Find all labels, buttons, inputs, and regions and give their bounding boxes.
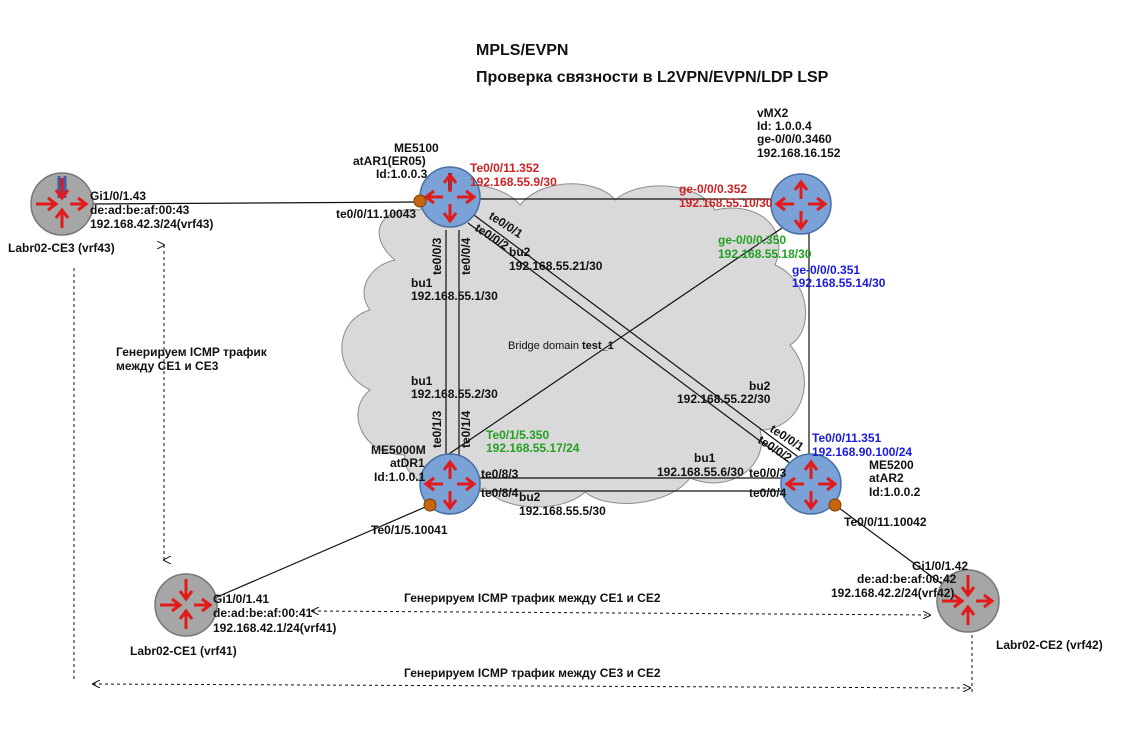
router-atar2-icon[interactable] xyxy=(780,453,842,515)
dr1-te14: te0/1/4 xyxy=(459,410,473,448)
ar1-red-if: Te0/0/11.352 xyxy=(470,161,539,175)
atar2-id: Id:1.0.0.2 xyxy=(869,485,921,499)
note-ce1-ce2: Генерируем ICMP трафик между CE1 и CE2 xyxy=(404,591,661,605)
ar1-te04: te0/0/4 xyxy=(459,237,473,275)
vmx-green-if: ge-0/0/0.350 xyxy=(718,233,786,247)
atar2-model: ME5200 xyxy=(869,458,914,472)
vmx2-model: vMX2 xyxy=(757,106,789,120)
ce1-if: Gi1/0/1.41 xyxy=(213,592,269,606)
ce2-router-icon[interactable] xyxy=(936,569,1000,633)
traffic-indicators xyxy=(73,245,973,695)
ce2-if: Gi1/0/1.42 xyxy=(912,559,968,573)
vmx-blue-ip: 192.168.55.14/30 xyxy=(792,276,886,290)
atar1-name: atAR1(ER05) xyxy=(353,154,426,168)
atar2-name: atAR2 xyxy=(869,471,904,485)
ar1-red-ip: 192.168.55.9/30 xyxy=(470,175,557,189)
bu2-bottom-ip: 192.168.55.5/30 xyxy=(519,504,606,518)
ce3-router-icon[interactable] xyxy=(30,172,94,236)
port-dot-icon xyxy=(828,498,842,512)
vmx2-id: Id: 1.0.0.4 xyxy=(757,119,812,133)
router-atar1-icon[interactable] xyxy=(419,166,481,228)
bu2-right: bu2 xyxy=(749,379,771,393)
ar2-blue-if: Te0/0/11.351 xyxy=(812,431,881,445)
bridge-domain-cloud xyxy=(341,183,806,508)
dr1-te-sub: Te0/1/5.10041 xyxy=(371,523,448,537)
bu1-top-ip: 192.168.55.1/30 xyxy=(411,289,498,303)
port-dot-icon xyxy=(413,194,427,208)
router-atdr1-icon[interactable] xyxy=(419,453,481,515)
port-dot-icon xyxy=(423,498,437,512)
bu2-bottom: bu2 xyxy=(519,490,541,504)
vmx-green-ip: 192.168.55.18/30 xyxy=(718,247,812,261)
title-line2: Проверка связности в L2VPN/EVPN/LDP LSP xyxy=(476,69,829,86)
ar1-te-sub: te0/0/11.10043 xyxy=(336,207,416,221)
ce1-name: Labr02-CE1 (vrf41) xyxy=(130,644,237,658)
title-line1: MPLS/EVPN xyxy=(476,42,568,59)
dr1-te13: te0/1/3 xyxy=(430,410,444,448)
bu2-top: bu2 xyxy=(509,245,531,259)
ce2-name: Labr02-CE2 (vrf42) xyxy=(996,638,1103,652)
ce1-router-icon[interactable] xyxy=(154,573,218,637)
atar1-id: Id:1.0.0.3 xyxy=(376,167,428,181)
vmx2-if: ge-0/0/0.3460 xyxy=(757,132,832,146)
dr1-green-ip: 192.168.55.17/24 xyxy=(486,441,580,455)
atar1-model: ME5100 xyxy=(394,141,439,155)
ce1-ip: 192.168.42.1/24(vrf41) xyxy=(213,621,336,635)
bu1-right: bu1 xyxy=(694,451,716,465)
vmx-red-ip: 192.168.55.10/30 xyxy=(679,196,773,210)
ce3-name: Labr02-CE3 (vrf43) xyxy=(8,241,115,255)
ce2-mac: de:ad:be:af:00:42 xyxy=(857,572,957,586)
bu1-mid: bu1 xyxy=(411,374,433,388)
ar2-te-sub: Te0/0/11.10042 xyxy=(844,515,927,529)
ar1-te03: te0/0/3 xyxy=(430,237,444,275)
cloud-label: Bridge domain test_1 xyxy=(508,340,614,352)
links xyxy=(89,198,951,601)
vmx-blue-if: ge-0/0/0.351 xyxy=(792,263,860,277)
vmx2-ip: 192.168.16.152 xyxy=(757,146,841,160)
note-ce1-ce3-line2: между CE1 и CE3 xyxy=(116,359,219,373)
ar2-blue-ip: 192.168.90.100/24 xyxy=(812,445,912,459)
bu1-top: bu1 xyxy=(411,276,433,290)
dr1-te84: te0/8/4 xyxy=(481,486,519,500)
ce1-mac: de:ad:be:af:00:41 xyxy=(213,606,313,620)
router-vmx2-icon[interactable] xyxy=(770,173,832,235)
vmx-red-if: ge-0/0/0.352 xyxy=(679,182,747,196)
dr1-te83: te0/8/3 xyxy=(481,467,519,481)
atdr1-id: Id:1.0.0.1 xyxy=(374,470,426,484)
ce3-mac: de:ad:be:af:00:43 xyxy=(90,203,190,217)
atdr1-model: ME5000M xyxy=(371,443,426,457)
bu1-right-ip: 192.168.55.6/30 xyxy=(657,465,744,479)
bu2-top-ip: 192.168.55.21/30 xyxy=(509,259,603,273)
ar2-te04: te0/0/4 xyxy=(749,486,787,500)
dr1-green-if: Te0/1/5.350 xyxy=(486,428,549,442)
bu2-right-ip: 192.168.55.22/30 xyxy=(677,392,771,406)
ar2-te03: te0/0/3 xyxy=(749,466,787,480)
ce3-ip: 192.168.42.3/24(vrf43) xyxy=(90,217,213,231)
bu1-mid-ip: 192.168.55.2/30 xyxy=(411,387,498,401)
note-ce1-ce3-line1: Генерируем ICMP трафик xyxy=(116,345,268,359)
atdr1-name: atDR1 xyxy=(390,456,425,470)
ce2-ip: 192.168.42.2/24(vrf42) xyxy=(831,586,954,600)
ce3-if: Gi1/0/1.43 xyxy=(90,189,146,203)
note-ce3-ce2: Генерируем ICMP трафик между CE3 и CE2 xyxy=(404,666,661,680)
